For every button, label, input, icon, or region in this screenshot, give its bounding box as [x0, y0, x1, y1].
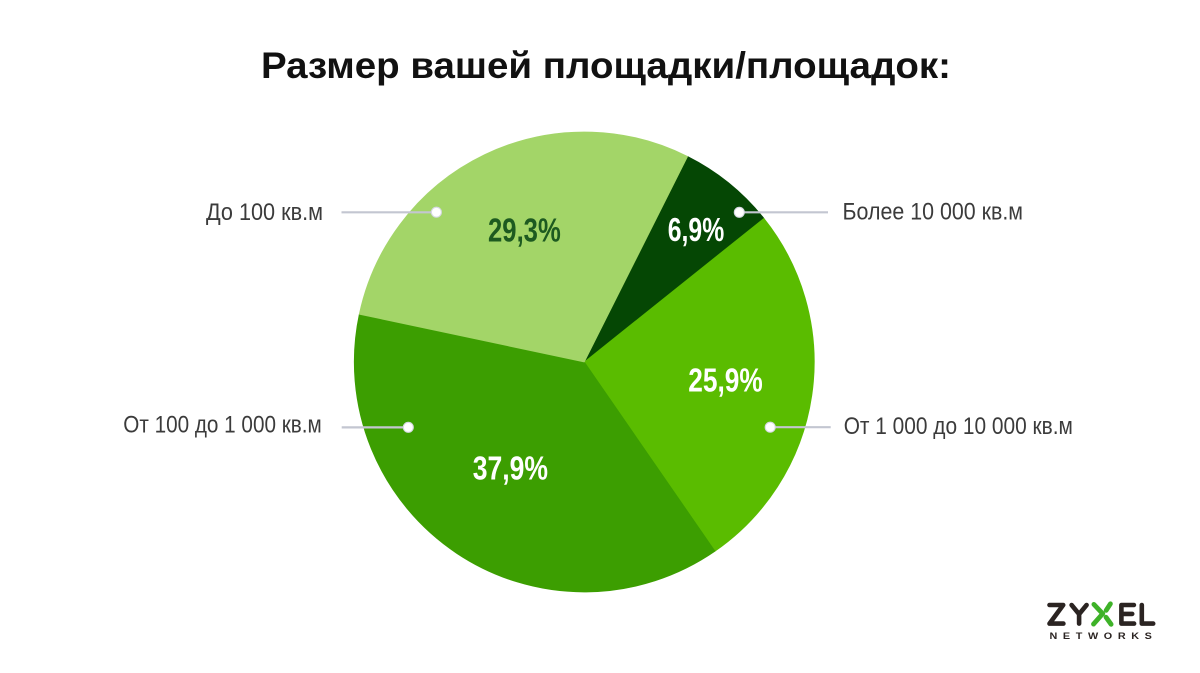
svg-text:6,9%: 6,9%: [668, 211, 724, 248]
svg-text:От 1 000 до 10 000 кв.м: От 1 000 до 10 000 кв.м: [844, 413, 1073, 440]
svg-text:Более 10 000 кв.м: Более 10 000 кв.м: [843, 199, 1024, 226]
svg-text:37,9%: 37,9%: [473, 449, 548, 486]
svg-text:Размер вашей площадки/площадок: Размер вашей площадки/площадок:: [261, 45, 951, 86]
svg-text:От 100 до 1 000 кв.м: От 100 до 1 000 кв.м: [123, 412, 321, 439]
svg-text:NETWORKS: NETWORKS: [1050, 631, 1158, 642]
svg-text:25,9%: 25,9%: [688, 362, 763, 399]
svg-text:29,3%: 29,3%: [488, 211, 561, 248]
svg-text:До 100 кв.м: До 100 кв.м: [206, 199, 323, 226]
